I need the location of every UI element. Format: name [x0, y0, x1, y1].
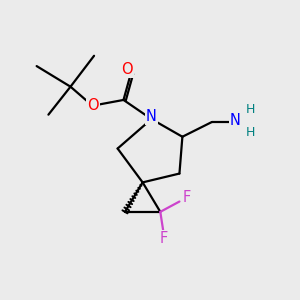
Text: F: F	[160, 231, 168, 246]
Text: H: H	[245, 103, 255, 116]
Text: H: H	[245, 126, 255, 139]
Text: N: N	[230, 113, 241, 128]
Text: N: N	[146, 109, 157, 124]
Text: F: F	[183, 190, 191, 205]
Text: O: O	[87, 98, 98, 113]
Text: O: O	[122, 61, 133, 76]
